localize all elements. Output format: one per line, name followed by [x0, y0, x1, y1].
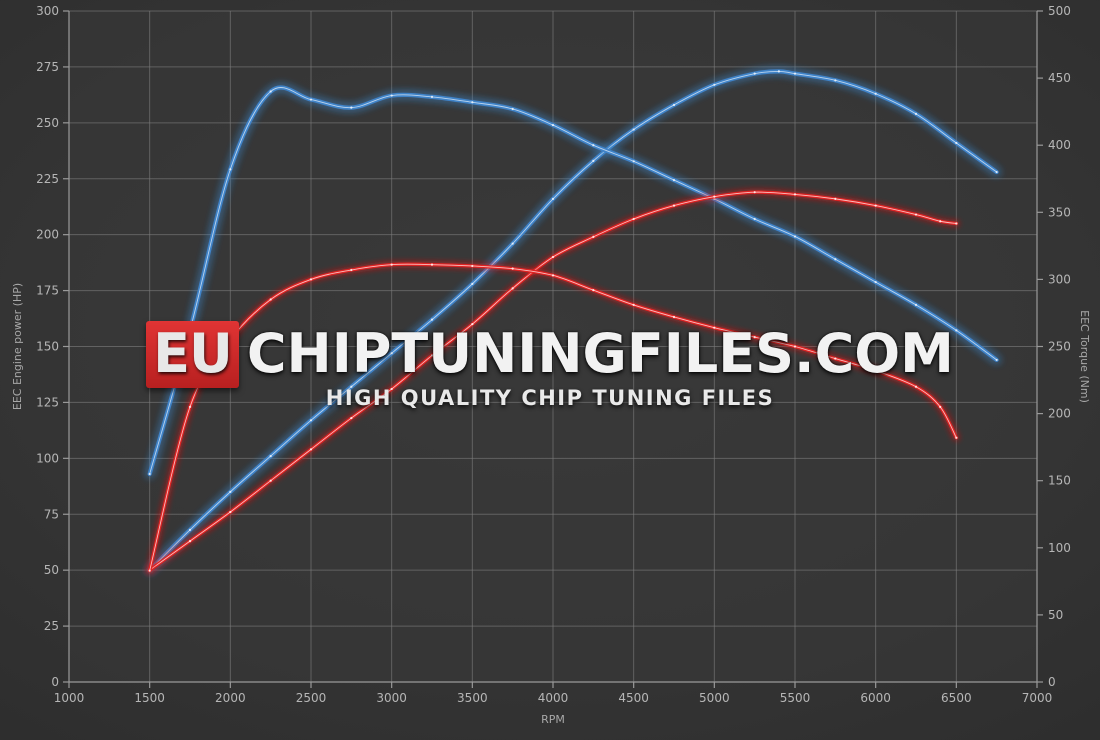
- svg-text:150: 150: [36, 340, 59, 354]
- svg-text:350: 350: [1048, 205, 1071, 219]
- svg-text:7000: 7000: [1022, 691, 1053, 705]
- svg-text:150: 150: [1048, 474, 1071, 488]
- svg-text:EEC Engine power (HP): EEC Engine power (HP): [11, 283, 24, 410]
- svg-text:3000: 3000: [376, 691, 407, 705]
- series-lines: [145, 66, 1002, 575]
- series-stock-torque: [146, 260, 960, 575]
- axis-tick-labels: 0255075100125150175200225250275300050100…: [36, 4, 1071, 705]
- svg-text:4000: 4000: [538, 691, 569, 705]
- svg-text:175: 175: [36, 284, 59, 298]
- svg-text:1500: 1500: [134, 691, 165, 705]
- svg-text:5000: 5000: [699, 691, 730, 705]
- svg-text:3500: 3500: [457, 691, 488, 705]
- svg-text:0: 0: [51, 675, 59, 689]
- svg-text:50: 50: [1048, 608, 1063, 622]
- svg-text:100: 100: [36, 451, 59, 465]
- axis-lines: [63, 10, 1043, 688]
- svg-text:200: 200: [1048, 407, 1071, 421]
- svg-text:EEC Torque (Nm): EEC Torque (Nm): [1078, 310, 1091, 403]
- svg-text:75: 75: [44, 507, 59, 521]
- svg-text:50: 50: [44, 563, 59, 577]
- svg-text:2000: 2000: [215, 691, 246, 705]
- svg-text:300: 300: [1048, 272, 1071, 286]
- svg-text:200: 200: [36, 228, 59, 242]
- svg-text:100: 100: [1048, 541, 1071, 555]
- svg-text:0: 0: [1048, 675, 1056, 689]
- svg-text:250: 250: [36, 116, 59, 130]
- series-stock-power: [146, 188, 960, 574]
- grid-lines: [68, 10, 1038, 683]
- axis-titles: RPM EEC Engine power (HP) EEC Torque (Nm): [11, 283, 1091, 726]
- svg-text:4500: 4500: [618, 691, 649, 705]
- svg-text:1000: 1000: [54, 691, 85, 705]
- svg-text:6500: 6500: [941, 691, 972, 705]
- svg-text:5500: 5500: [780, 691, 811, 705]
- svg-text:125: 125: [36, 395, 59, 409]
- svg-text:500: 500: [1048, 4, 1071, 18]
- series-tuned-power: [145, 66, 1002, 575]
- svg-text:225: 225: [36, 172, 59, 186]
- svg-text:300: 300: [36, 4, 59, 18]
- svg-text:RPM: RPM: [541, 713, 565, 726]
- svg-text:250: 250: [1048, 340, 1071, 354]
- svg-text:25: 25: [44, 619, 59, 633]
- svg-text:450: 450: [1048, 71, 1071, 85]
- svg-text:275: 275: [36, 60, 59, 74]
- svg-text:6000: 6000: [860, 691, 891, 705]
- svg-text:2500: 2500: [296, 691, 327, 705]
- svg-text:400: 400: [1048, 138, 1071, 152]
